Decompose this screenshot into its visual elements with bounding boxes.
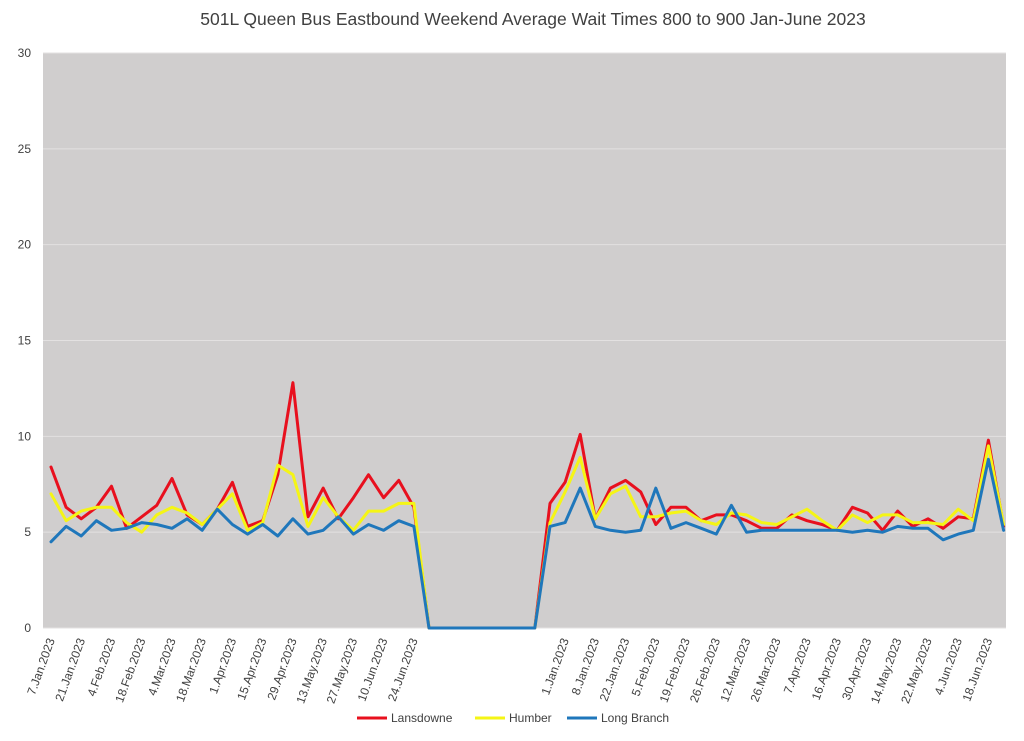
legend-label: Lansdowne (391, 711, 453, 725)
legend: Lansdowne Humber Long Branch (357, 711, 669, 725)
y-axis-ticks: 0 5 10 15 20 25 30 (18, 46, 32, 635)
gridlines (43, 52, 1006, 629)
y-tick-label: 20 (18, 238, 32, 252)
legend-label: Humber (509, 711, 552, 725)
y-tick-label: 30 (18, 46, 32, 60)
y-tick-label: 15 (18, 334, 32, 348)
y-tick-label: 10 (18, 429, 32, 443)
y-tick-label: 5 (24, 525, 31, 539)
legend-label: Long Branch (601, 711, 669, 725)
y-tick-label: 25 (18, 142, 32, 156)
series-line-long-branch (49, 457, 1006, 630)
chart-title: 501L Queen Bus Eastbound Weekend Average… (200, 9, 865, 29)
series-lines (49, 381, 1006, 630)
y-tick-label: 0 (24, 621, 31, 635)
